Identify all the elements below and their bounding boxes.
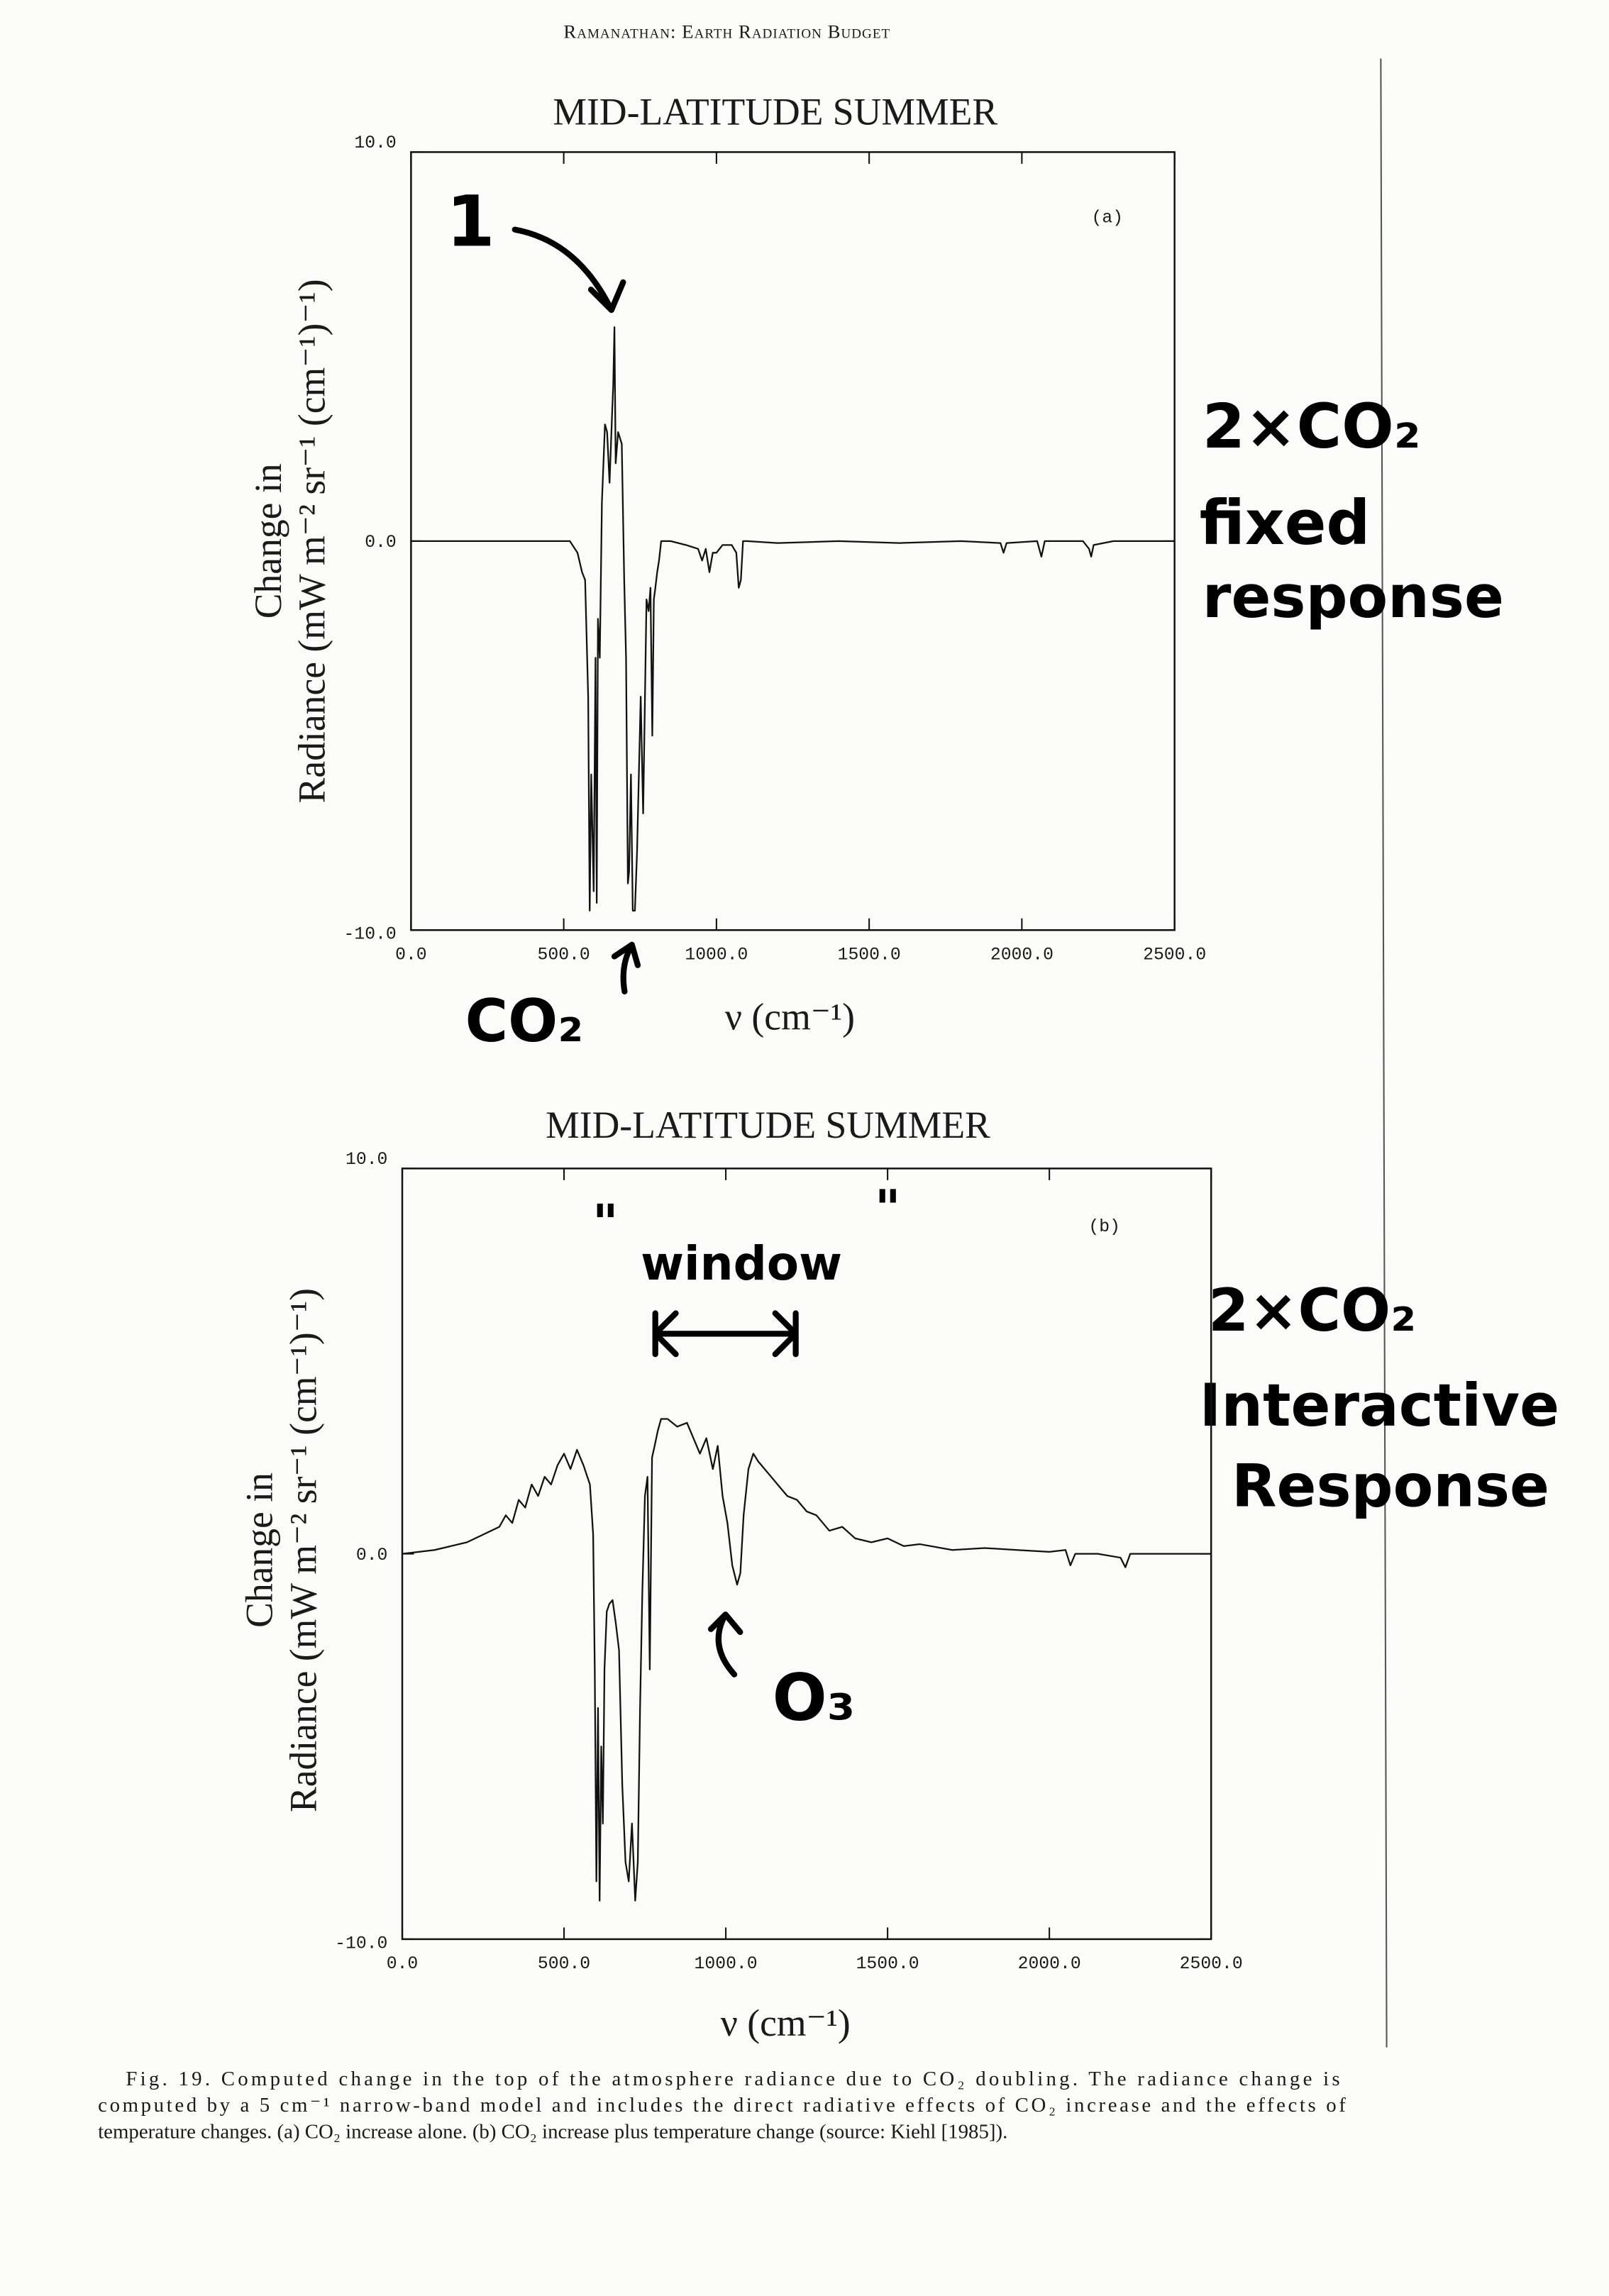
y-axis-label: Change in xyxy=(238,1473,281,1628)
annotation: O₃ xyxy=(773,1661,856,1736)
annotation: window xyxy=(641,1236,842,1291)
y-axis-label: Radiance (mW m⁻² sr⁻¹ (cm⁻¹)⁻¹) xyxy=(291,279,333,803)
chart-title: MID-LATITUDE SUMMER xyxy=(553,90,997,133)
x-tick-label: 0.0 xyxy=(387,1954,419,1974)
x-tick-label: 2500.0 xyxy=(1180,1954,1243,1974)
annotation: Interactive xyxy=(1200,1372,1559,1440)
annotation-arrow xyxy=(512,226,626,314)
x-tick-label: 2000.0 xyxy=(1018,1954,1081,1974)
x-tick-label: 1500.0 xyxy=(856,1954,919,1974)
annotation: 2×CO₂ xyxy=(1208,1277,1416,1345)
annotation-arrow xyxy=(707,1612,743,1677)
caption-line: computed by a 5 cm⁻¹ narrow-band model a… xyxy=(98,2094,1346,2117)
y-tick-label: 10.0 xyxy=(345,1150,387,1170)
y-axis-label: Radiance (mW m⁻² sr⁻¹ (cm⁻¹)⁻¹) xyxy=(282,1288,324,1812)
caption-line: temperature changes. (a) CO₂ increase al… xyxy=(98,2120,1007,2143)
annotation: fixed xyxy=(1200,488,1371,559)
x-tick-label: 500.0 xyxy=(538,945,590,965)
annotation: Response xyxy=(1232,1453,1549,1521)
scan-edge xyxy=(1380,58,1388,2048)
annotation: response xyxy=(1202,563,1504,631)
y-tick-label: -10.0 xyxy=(344,925,397,945)
panel-label: (a) xyxy=(1092,208,1124,228)
annotation-arrow xyxy=(652,1310,799,1358)
y-tick-label: 0.0 xyxy=(365,533,397,553)
y-tick-label: 0.0 xyxy=(356,1546,388,1565)
spectrum-line xyxy=(411,326,1175,912)
x-tick-label: 1000.0 xyxy=(685,945,748,965)
y-tick-label: -10.0 xyxy=(335,1934,387,1953)
x-tick-label: 1000.0 xyxy=(695,1954,758,1974)
spectrum-line xyxy=(402,1418,1212,1902)
x-tick-label: 2500.0 xyxy=(1143,945,1206,965)
y-axis-label: Change in xyxy=(247,463,289,619)
annotation: CO₂ xyxy=(465,987,584,1055)
x-tick-label: 2000.0 xyxy=(990,945,1054,965)
annotation: " xyxy=(592,1194,619,1252)
panel-label: (b) xyxy=(1088,1217,1120,1237)
annotation: 1 xyxy=(446,181,495,262)
y-tick-label: 10.0 xyxy=(354,133,396,153)
chart-title: MID-LATITUDE SUMMER xyxy=(546,1104,990,1146)
x-tick-label: 500.0 xyxy=(538,1954,590,1974)
x-axis-label: ν (cm⁻¹) xyxy=(725,995,855,1038)
x-tick-label: 1500.0 xyxy=(838,945,901,965)
x-axis-label: ν (cm⁻¹) xyxy=(721,2002,851,2044)
x-tick-label: 0.0 xyxy=(395,945,427,965)
annotation-arrow xyxy=(611,941,641,995)
annotation: " xyxy=(875,1180,901,1238)
running-header: Ramanathan: Earth Radiation Budget xyxy=(563,21,890,43)
annotation: 2×CO₂ xyxy=(1202,392,1421,462)
